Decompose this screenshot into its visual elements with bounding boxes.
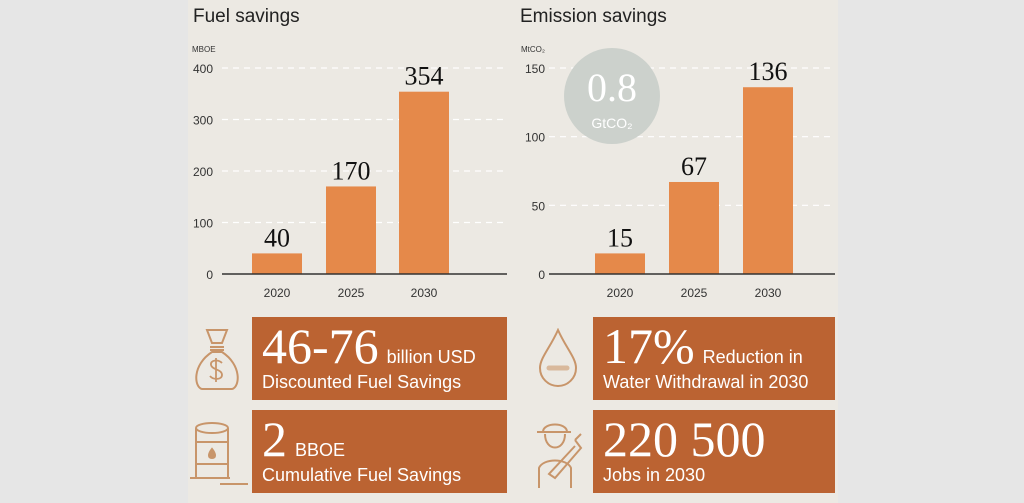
stat-box-cumulative-fuel: 2 BBOE Cumulative Fuel Savings <box>252 410 507 493</box>
stat-label: Cumulative Fuel Savings <box>262 465 462 485</box>
y-axis-unit: MBOE <box>192 45 216 54</box>
y-tick-label: 100 <box>193 217 213 231</box>
total-emission-unit: GtCO₂ <box>591 115 632 131</box>
bar-2030 <box>743 87 793 274</box>
data-label: 15 <box>607 223 633 252</box>
stat-box-fuel-savings-usd: 46-76 billion USD Discounted Fuel Savings <box>252 317 507 400</box>
x-tick-label: 2025 <box>338 286 365 300</box>
money-bag-icon <box>195 329 239 390</box>
stat-box-jobs: 220 500 Jobs in 2030 <box>593 410 835 493</box>
stat-label: Water Withdrawal in 2030 <box>603 372 809 392</box>
total-emission-value: 0.8 <box>587 65 637 110</box>
total-emission-circle <box>564 48 660 144</box>
x-tick-label: 2020 <box>264 286 291 300</box>
x-tick-label: 2020 <box>607 286 634 300</box>
data-label: 40 <box>264 223 290 252</box>
y-tick-label: 200 <box>193 165 213 179</box>
bar-2030 <box>399 91 449 274</box>
x-tick-label: 2030 <box>411 286 438 300</box>
charts: MBOE 0 100 200 300 400 40 2020 170 2025 354 2030 MtC… <box>192 45 835 300</box>
data-label: 354 <box>405 62 444 91</box>
stat-label: Discounted Fuel Savings <box>262 372 462 392</box>
y-tick-label: 300 <box>193 114 213 128</box>
water-drop-icon <box>538 328 578 387</box>
stat-value: 17% <box>603 318 695 374</box>
stat-label: Jobs in 2030 <box>603 465 706 485</box>
data-label: 170 <box>332 156 371 185</box>
y-tick-label: 100 <box>525 131 545 145</box>
y-tick-label: 50 <box>532 199 546 213</box>
y-tick-label: 0 <box>206 268 213 282</box>
data-label: 136 <box>749 57 788 86</box>
bar-2020 <box>252 253 302 274</box>
bar-2020 <box>595 253 645 274</box>
stat-unit: billion USD <box>386 347 476 367</box>
y-tick-label: 150 <box>525 62 545 76</box>
oil-barrel-icon <box>190 422 248 485</box>
stat-unit: BBOE <box>295 440 346 460</box>
data-label: 67 <box>681 152 707 181</box>
stat-unit: Reduction in <box>702 347 803 367</box>
worker-icon <box>537 423 583 488</box>
stat-value: 46-76 <box>262 318 379 374</box>
y-tick-label: 400 <box>193 62 213 76</box>
x-tick-label: 2030 <box>755 286 782 300</box>
stat-value: 2 <box>262 411 287 467</box>
stat-value: 220 500 <box>603 411 766 467</box>
emission-chart-title: Emission savings <box>520 6 667 27</box>
x-tick-label: 2025 <box>681 286 708 300</box>
bar-2025 <box>326 186 376 274</box>
bar-2025 <box>669 181 719 274</box>
fuel-chart-title: Fuel savings <box>193 6 300 27</box>
y-tick-label: 0 <box>538 268 545 282</box>
stat-box-water: 17% Reduction in Water Withdrawal in 2030 <box>593 317 835 400</box>
y-axis-unit: MtCO₂ <box>521 45 545 54</box>
